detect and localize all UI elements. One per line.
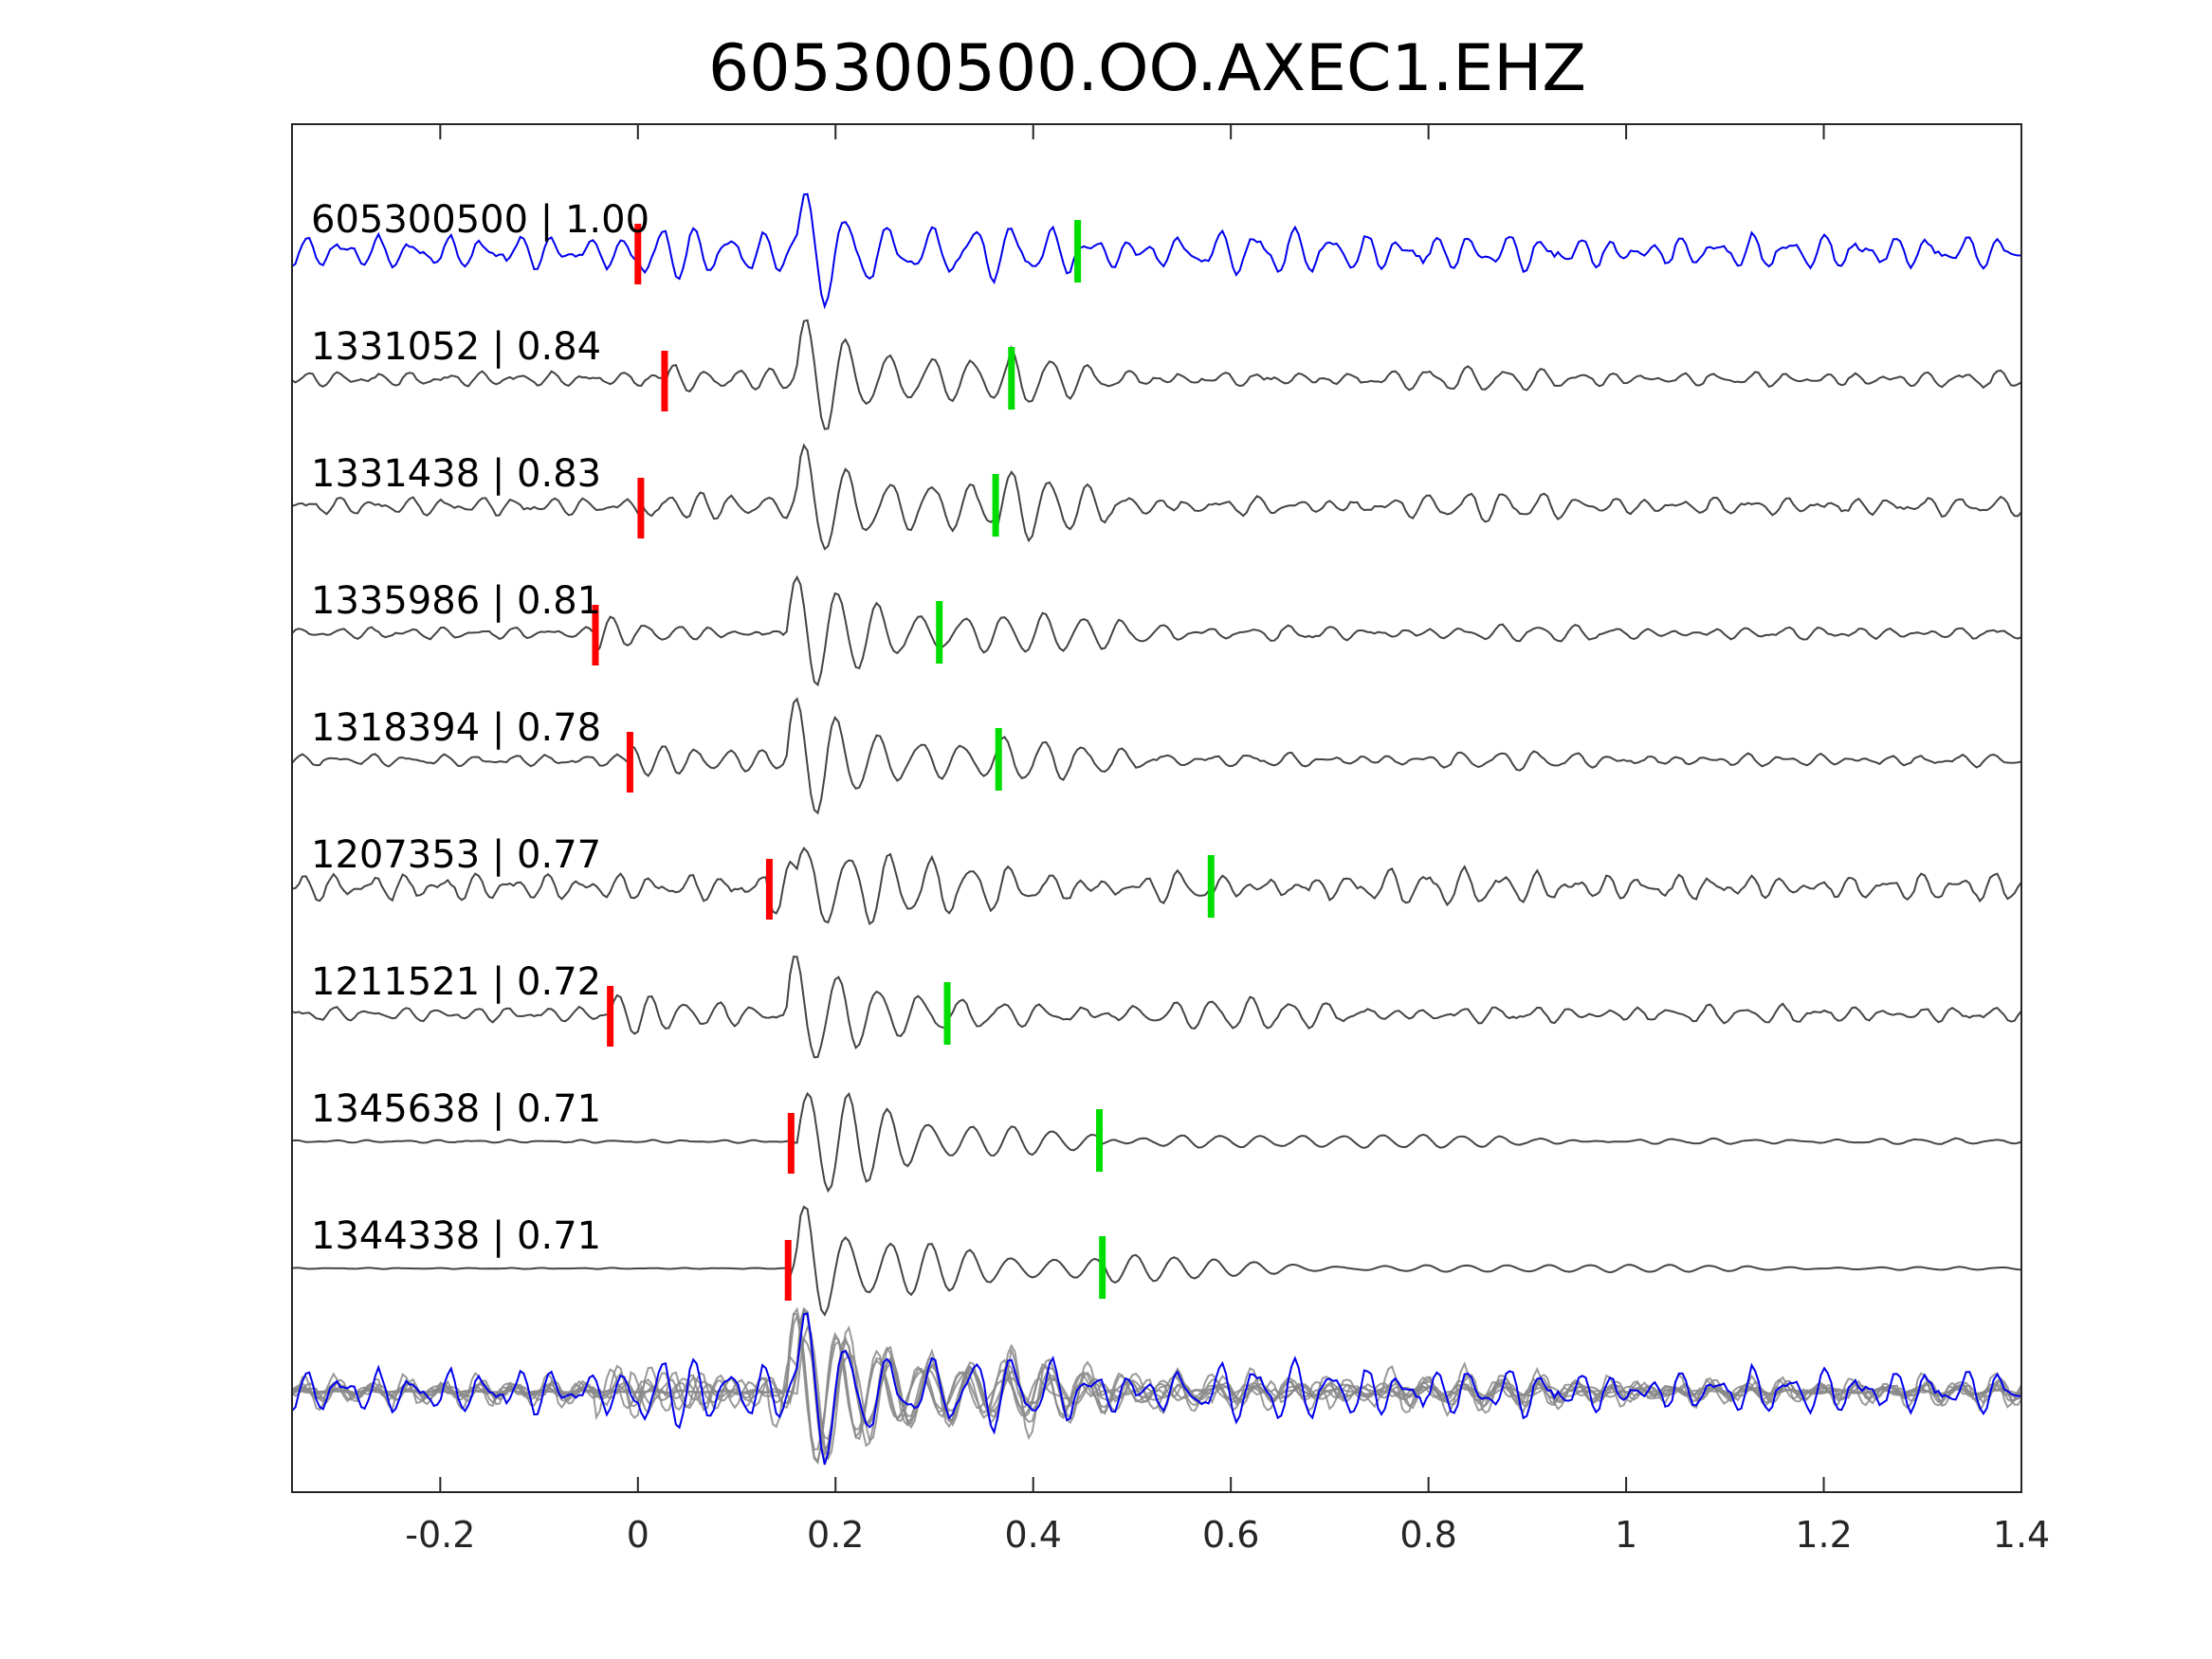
trace-label-1211521: 1211521 | 0.72: [311, 960, 601, 1004]
trace-label-1345638: 1345638 | 0.71: [311, 1087, 601, 1131]
x-tick-label: 0.6: [1202, 1514, 1259, 1556]
labels-layer: 605300500 | 1.00 1331052 | 0.84 1331438 | …: [311, 198, 649, 1258]
x-tick-label: -0.2: [405, 1514, 475, 1556]
waveform-trace-605300500: [291, 192, 2022, 310]
stack-trace-1344338: [291, 1306, 2022, 1457]
x-tick-label: 0.8: [1399, 1514, 1456, 1556]
x-axis-ticks: -0.2 0 0.2 0.4 0.6 0.8 1 1.2 1.4: [405, 124, 2050, 1556]
waveform-trace-1318394: [291, 697, 2022, 815]
x-tick-label: 1.4: [1993, 1514, 2050, 1556]
trace-label-1331438: 1331438 | 0.83: [311, 452, 601, 496]
trace-label-1331052: 1331052 | 0.84: [311, 325, 601, 369]
waveform-trace-1335986: [291, 574, 2022, 687]
waveform-trace-1211521: [291, 956, 2022, 1059]
x-tick-label: 1: [1615, 1514, 1637, 1556]
stack-layer: [291, 1306, 2022, 1466]
x-tick-label: 0.2: [807, 1514, 864, 1556]
waveform-trace-1331438: [291, 443, 2022, 551]
x-tick-label: 0: [627, 1514, 649, 1556]
axes-box: [291, 123, 2022, 1493]
traces-layer: [291, 192, 2022, 1317]
trace-label-605300500: 605300500 | 1.00: [311, 198, 649, 242]
waveform-trace-1331052: [291, 319, 2022, 430]
trace-label-1335986: 1335986 | 0.81: [311, 579, 601, 623]
trace-label-1344338: 1344338 | 0.71: [311, 1214, 601, 1258]
waveform-trace-1344338: [291, 1205, 2022, 1317]
picks-layer: [592, 220, 1215, 1301]
waveform-trace-1207353: [291, 847, 2022, 926]
waveform-trace-1345638: [291, 1091, 2022, 1194]
x-tick-label: 0.4: [1004, 1514, 1061, 1556]
x-tick-label: 1.2: [1795, 1514, 1852, 1556]
chart-title: 605300500.OO.AXEC1.EHZ: [708, 31, 1586, 106]
stack-trace-605300500: [291, 1312, 2022, 1466]
trace-label-1207353: 1207353 | 0.77: [311, 833, 601, 877]
trace-label-1318394: 1318394 | 0.78: [311, 706, 601, 750]
